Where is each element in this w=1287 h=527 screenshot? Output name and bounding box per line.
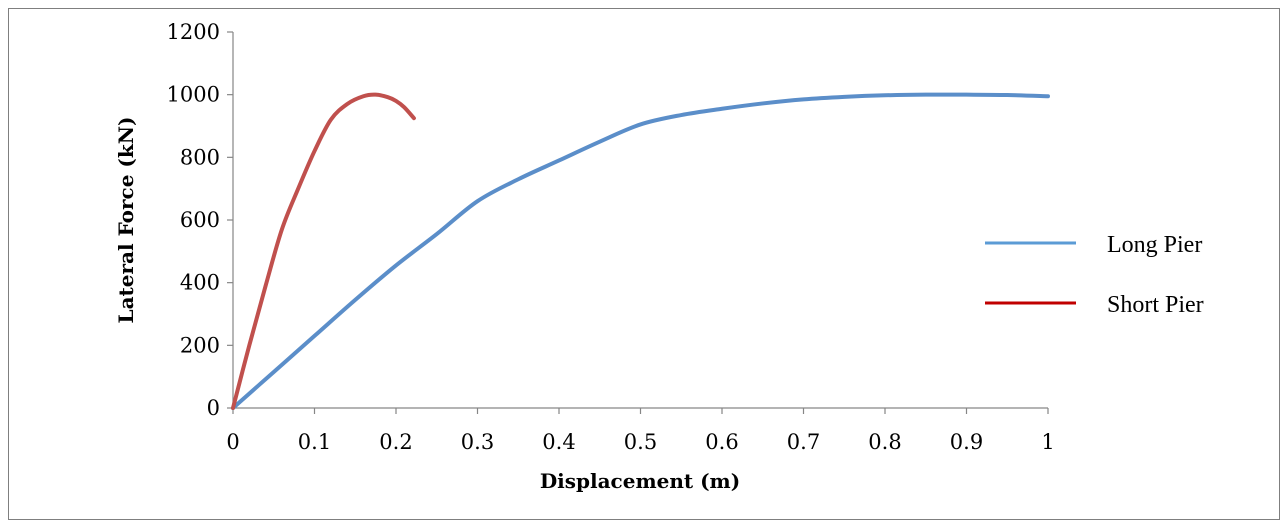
x-tick-label: 0.1 (298, 430, 331, 454)
tick-labels: 0 200 400 600 800 1000 1200 0 0.1 0.2 0.3 0.4 0.5 0.6… (167, 20, 1055, 454)
legend: Long Pier Short Pier (985, 232, 1204, 318)
x-tick-label: 0.2 (379, 430, 412, 454)
x-tick-label: 0.6 (705, 430, 738, 454)
y-tick-label: 200 (180, 333, 220, 357)
x-tick-label: 0.9 (950, 430, 983, 454)
x-tick-label: 0.5 (624, 430, 657, 454)
x-tick-label: 0.3 (461, 430, 494, 454)
y-tick-label: 600 (180, 208, 220, 232)
series-layer (231, 92, 1050, 410)
x-tick-label: 0.4 (542, 430, 575, 454)
y-tick-label: 800 (180, 145, 220, 169)
legend-label: Long Pier (1107, 232, 1202, 258)
x-tick-label: 0.7 (787, 430, 820, 454)
y-tick-label: 400 (180, 271, 220, 295)
axes (227, 31, 1049, 414)
chart-frame (8, 8, 1280, 520)
y-tick-label: 0 (207, 396, 220, 420)
x-tick-label: 1 (1041, 430, 1054, 454)
x-tick-label: 0 (226, 430, 239, 454)
series-line-short-pier (231, 92, 416, 410)
y-axis-title: Lateral Force (kN) (114, 117, 138, 324)
x-axis-title: Displacement (m) (540, 469, 740, 493)
y-tick-label: 1200 (167, 20, 220, 44)
series-line-long-pier (231, 92, 1050, 410)
x-tick-label: 0.8 (868, 430, 901, 454)
y-tick-label: 1000 (167, 83, 220, 107)
legend-label: Short Pier (1107, 292, 1204, 318)
